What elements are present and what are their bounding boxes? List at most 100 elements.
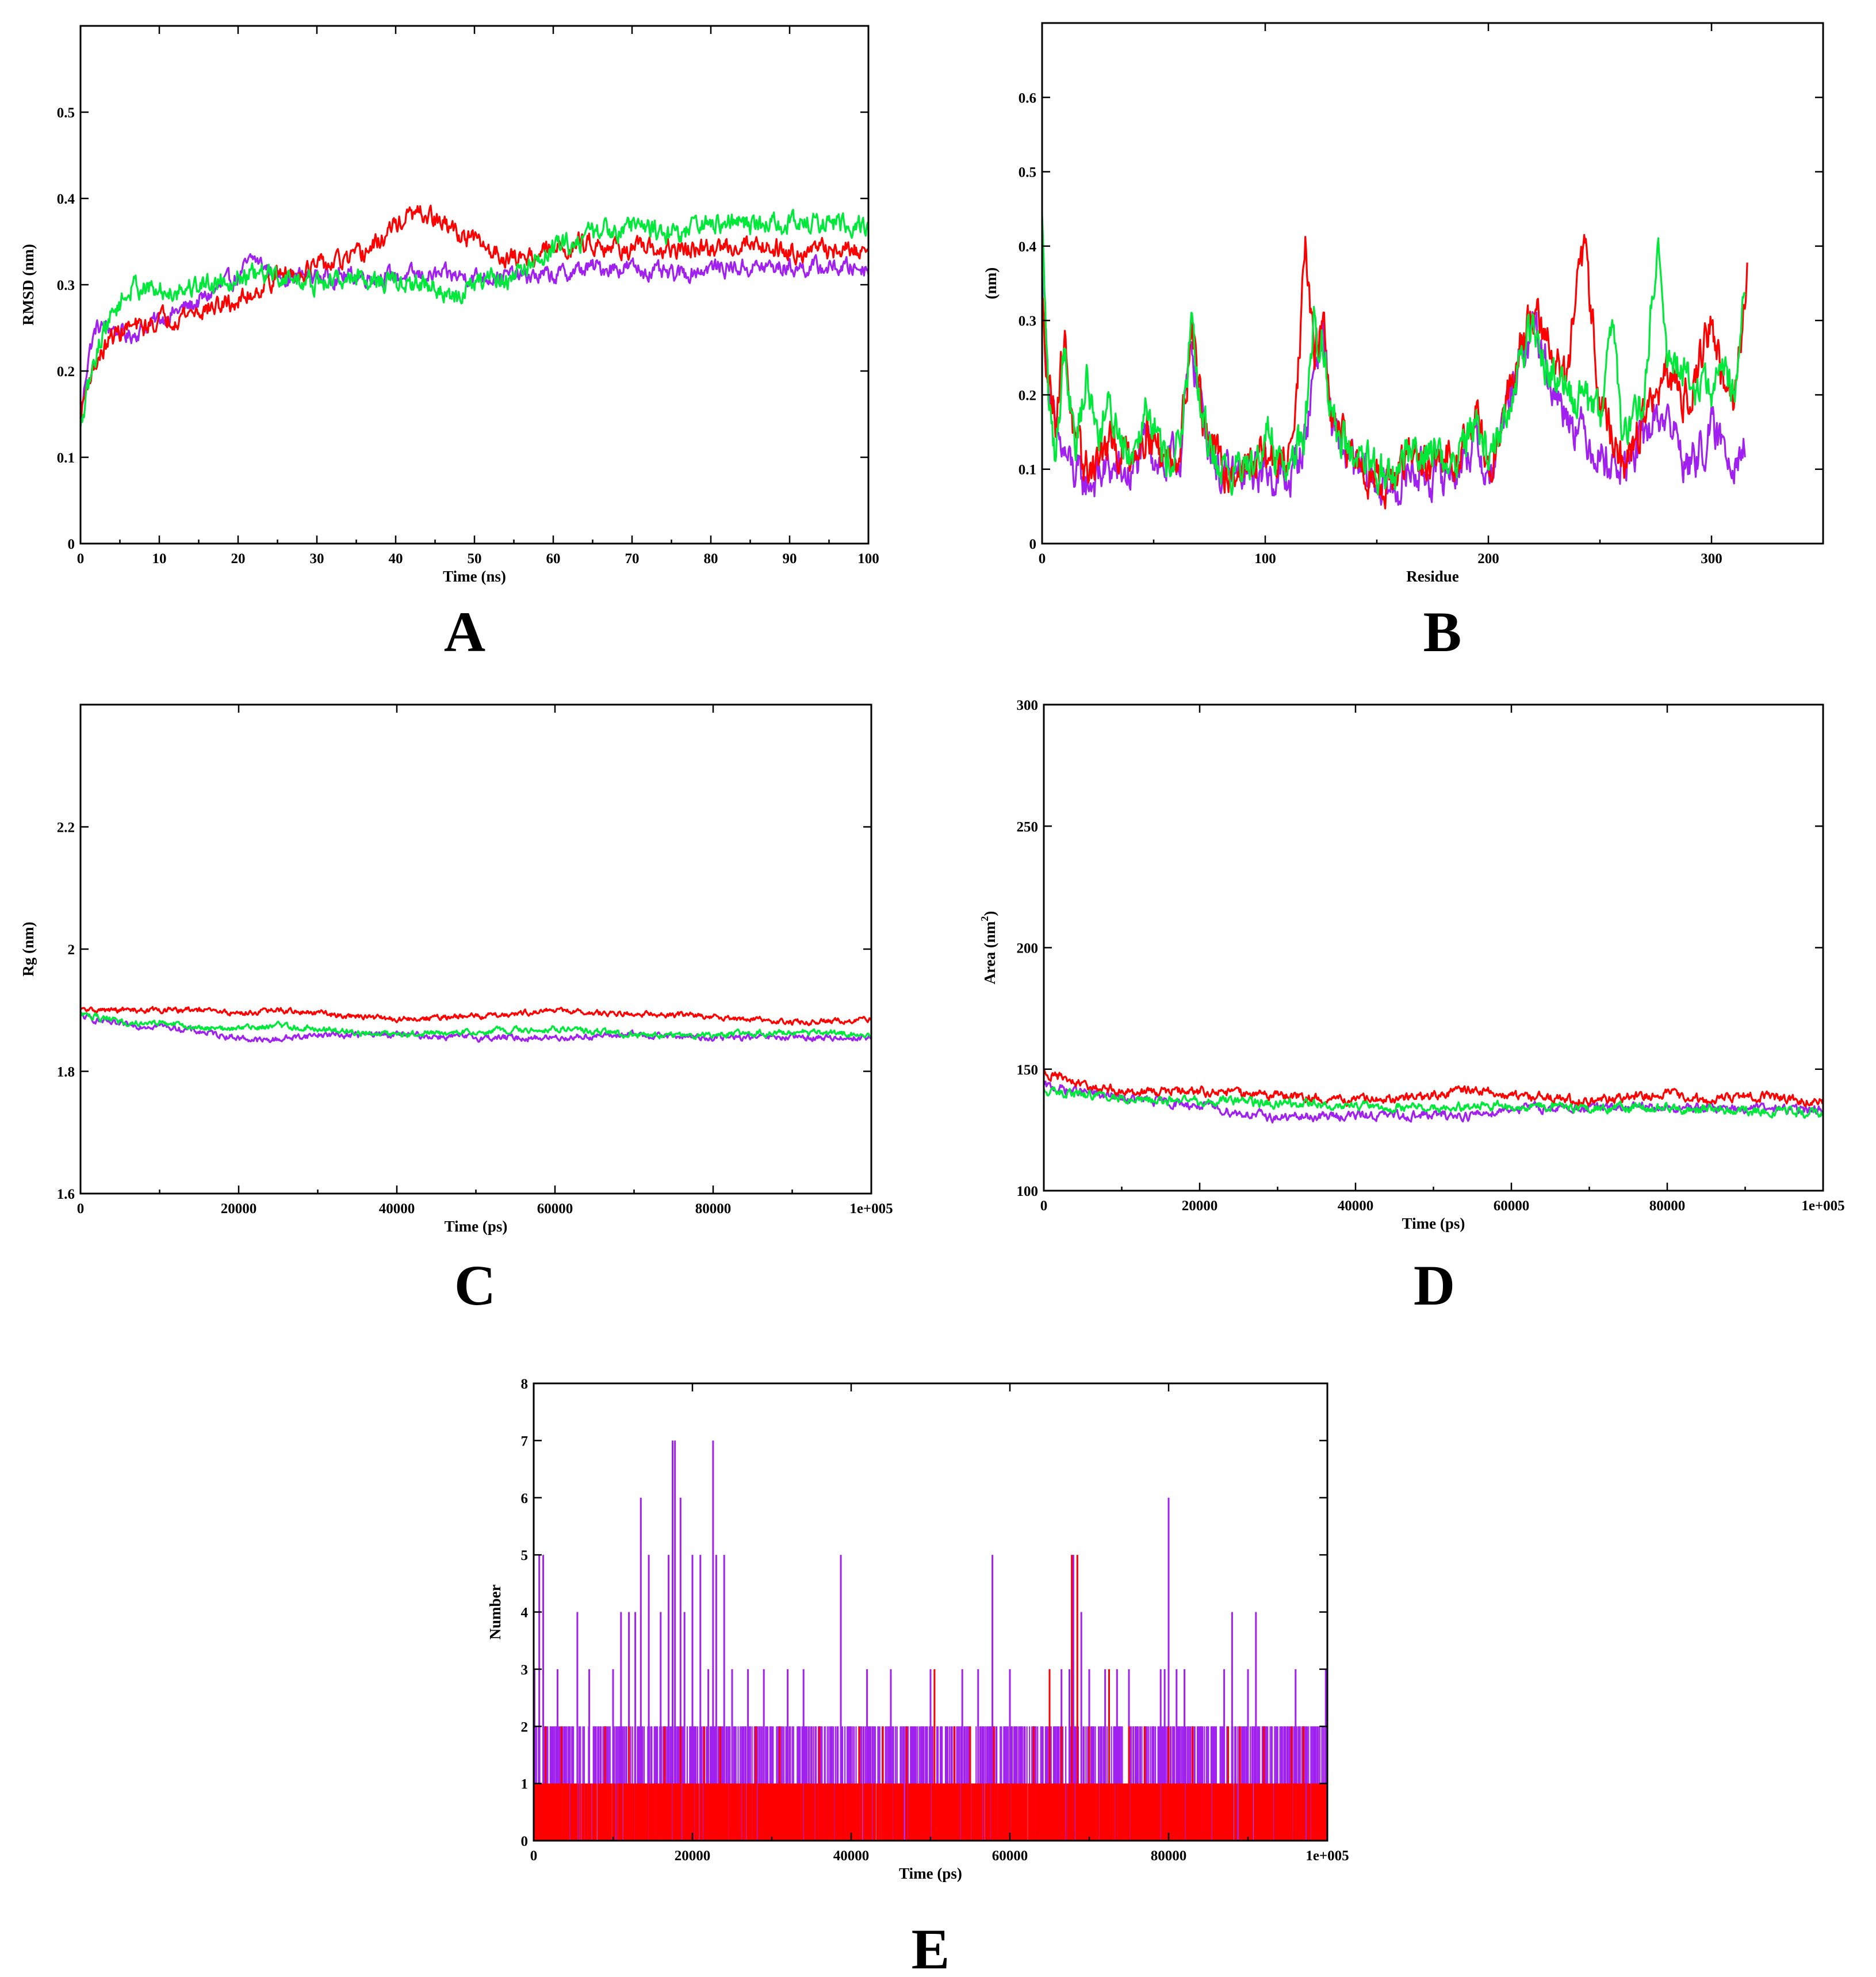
panel-d-y-tick-label: 150 (1017, 1062, 1039, 1078)
panel-e-x-tick-label: 60000 (992, 1848, 1028, 1864)
panel-e-x-axis-title: Time (ps) (899, 1865, 962, 1882)
panel-e-y-tick-label: 6 (521, 1491, 529, 1506)
panel-e-y-tick-label: 0 (521, 1834, 529, 1849)
panel-e-hbond-chart: 0 20000 40000 60000 80000 1e+005 0 1 2 3 4 5 6 7 8 Time… (487, 1376, 1349, 1882)
panel-a-series-purple (81, 253, 868, 420)
panel-a-x-tick-label: 90 (783, 551, 797, 567)
panel-b-y-tick-label: 0.6 (1019, 90, 1036, 106)
panel-d-y-axis-title-main: Area (nm (981, 921, 998, 984)
panel-b-series-green (1043, 215, 1746, 496)
panel-a-x-tick-label: 70 (625, 551, 640, 567)
panel-a-letter: A (444, 600, 485, 664)
panel-b-letter: B (1423, 600, 1462, 664)
panel-e-y-tick-label: 5 (521, 1548, 529, 1563)
panel-b-y-tick-label: 0 (1029, 537, 1037, 552)
panel-e-y-tick-label: 3 (521, 1662, 529, 1678)
panel-d-series-red (1044, 1069, 1823, 1108)
panel-c-x-tick-label: 1e+005 (849, 1201, 893, 1217)
panel-e-y-axis-title: Number (487, 1584, 504, 1639)
panel-e-x-tick-label: 0 (530, 1848, 538, 1864)
panel-c-plot-frame (79, 703, 872, 1195)
panel-d-x-tick-label: 40000 (1338, 1198, 1374, 1214)
panel-e-series-group (534, 1440, 1327, 1840)
panel-d-y-axis-title: Area (nm2) (979, 911, 998, 985)
panel-c-x-tick-label: 0 (77, 1201, 85, 1217)
panel-a-x-tick-label: 10 (152, 551, 167, 567)
panel-a-x-axis-title: Time (ns) (443, 568, 506, 585)
panel-c-series-purple (81, 1013, 871, 1043)
panel-b-series-red (1043, 234, 1748, 510)
panel-b-y-axis-title: (nm) (982, 267, 1000, 300)
panel-b-x-tick-label: 200 (1477, 551, 1499, 567)
panel-c-y-axis-title: Rg (nm) (20, 921, 37, 976)
panel-c-series-red (81, 1005, 871, 1027)
panel-a-rmsd-chart: 0 10 20 30 40 50 60 70 80 90 100 0 0.1 0.2 0.3 0.4 0.5 Ti… (20, 25, 879, 585)
panel-c-y-tick-label: 2 (68, 942, 75, 958)
panel-c-rg-chart: 0 20000 40000 60000 80000 1e+005 1.6 1.8 2 2.2 Tim… (20, 703, 893, 1235)
panel-a-y-tick-label: 0.3 (57, 278, 75, 293)
panel-d-y-axis-title-close: ) (981, 911, 998, 916)
panel-d-x-tick-label: 0 (1040, 1198, 1048, 1214)
panel-d-x-tick-label: 1e+005 (1801, 1198, 1844, 1214)
panel-c-series-green (81, 1011, 871, 1041)
panel-a-y-tick-label: 0.4 (57, 192, 75, 207)
panel-c-x-tick-label: 60000 (537, 1201, 573, 1217)
panel-e-y-tick-label: 1 (521, 1777, 529, 1792)
panel-d-y-tick-label: 300 (1017, 698, 1039, 713)
panel-b-x-tick-label: 0 (1039, 551, 1046, 567)
panel-a-x-tick-label: 100 (857, 551, 879, 567)
panel-d-letter: D (1414, 1253, 1455, 1317)
panel-c-x-tick-label: 40000 (379, 1201, 415, 1217)
panel-d-x-tick-label: 60000 (1494, 1198, 1530, 1214)
panel-c-x-axis-title: Time (ps) (445, 1218, 508, 1235)
panel-a-y-tick-label: 0.5 (57, 105, 75, 121)
panel-d-plot-frame (1043, 703, 1824, 1192)
panel-b-y-tick-label: 0.2 (1019, 388, 1036, 403)
panel-e-x-tick-label: 80000 (1151, 1848, 1187, 1864)
panel-c-x-tick-label: 80000 (695, 1201, 732, 1217)
panel-e-bars (534, 1440, 1327, 1840)
panel-a-series-green (81, 208, 868, 427)
panel-d-sasa-chart: 0 20000 40000 60000 80000 1e+005 100 150 200 250 3… (979, 698, 1845, 1232)
panel-d-x-tick-label: 80000 (1649, 1198, 1686, 1214)
panel-c-y-tick-label: 1.6 (57, 1187, 75, 1202)
panel-a-series-red (81, 204, 868, 417)
panel-e-letter: E (912, 1917, 950, 1977)
panel-a-x-tick-label: 0 (77, 551, 85, 567)
panel-a-y-tick-label: 0.2 (57, 364, 75, 380)
panel-b-rmsf-chart: 0 100 200 300 0 0.1 0.2 0.3 0.4 0.5 0.6 Residue (nm) (982, 22, 1824, 585)
panel-a-x-tick-label: 30 (310, 551, 324, 567)
panel-a-x-tick-label: 80 (704, 551, 718, 567)
panel-d-y-tick-label: 250 (1017, 819, 1039, 835)
panel-c-series-group (81, 1005, 871, 1043)
panel-e-x-tick-label: 1e+005 (1305, 1848, 1349, 1864)
panel-c-letter: C (454, 1253, 496, 1317)
panel-c-y-tick-label: 2.2 (57, 820, 75, 836)
panel-d-y-axis-title-sup: 2 (979, 916, 990, 921)
panel-b-y-tick-label: 0.1 (1019, 462, 1036, 478)
panel-b-y-tick-label: 0.3 (1019, 313, 1036, 329)
panel-a-x-tick-label: 20 (231, 551, 246, 567)
panel-d-series-purple (1044, 1080, 1823, 1124)
panel-d-series-group (1044, 1069, 1823, 1124)
panel-c-x-tick-label: 20000 (221, 1201, 257, 1217)
panel-b-x-tick-label: 300 (1701, 551, 1722, 567)
panel-a-y-tick-label: 0 (68, 537, 75, 552)
panel-c-y-tick-label: 1.8 (57, 1065, 75, 1080)
panel-e-x-tick-label: 20000 (675, 1848, 711, 1864)
panel-d-y-tick-label: 100 (1017, 1184, 1039, 1199)
panel-b-x-axis-title: Residue (1406, 568, 1459, 585)
panel-e-y-tick-label: 7 (521, 1433, 529, 1449)
panel-a-y-axis-title: RMSD (nm) (20, 244, 37, 326)
panel-d-x-tick-label: 20000 (1182, 1198, 1218, 1214)
panel-a-x-tick-label: 40 (389, 551, 403, 567)
panel-b-y-tick-label: 0.5 (1019, 165, 1036, 181)
panel-d-y-tick-label: 200 (1017, 941, 1039, 957)
panel-a-series-group (81, 204, 868, 427)
panel-e-x-tick-label: 40000 (833, 1848, 870, 1864)
panel-a-y-tick-label: 0.1 (57, 450, 75, 466)
panel-b-series-group (1043, 215, 1748, 510)
panel-a-x-tick-label: 50 (468, 551, 482, 567)
panel-b-x-tick-label: 100 (1254, 551, 1276, 567)
panel-e-y-tick-label: 4 (521, 1605, 529, 1621)
